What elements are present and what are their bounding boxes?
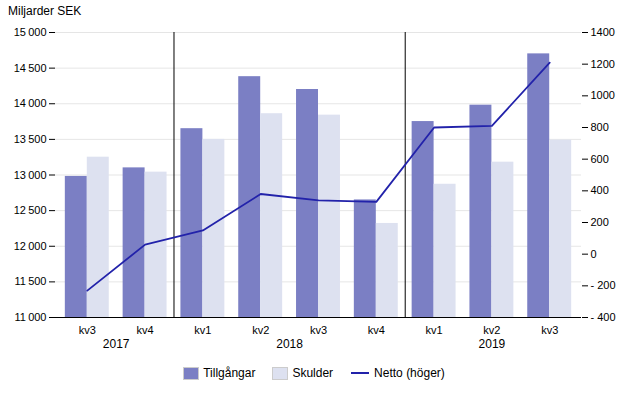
- svg-text:400: 400: [591, 184, 609, 196]
- svg-text:12 500: 12 500: [14, 204, 47, 216]
- svg-text:0: 0: [591, 248, 597, 260]
- svg-text:1400: 1400: [591, 26, 615, 38]
- svg-text:13 000: 13 000: [14, 169, 47, 181]
- svg-text:- 200: - 200: [591, 279, 616, 291]
- svg-text:kv3: kv3: [541, 324, 558, 336]
- svg-text:14 500: 14 500: [14, 62, 47, 74]
- svg-text:800: 800: [591, 121, 609, 133]
- svg-text:kv1: kv1: [194, 324, 211, 336]
- svg-text:kv4: kv4: [368, 324, 385, 336]
- svg-text:2018: 2018: [276, 337, 303, 351]
- html-text:Tillgångar: Tillgångar: [203, 366, 256, 380]
- svg-text:kv2: kv2: [483, 324, 500, 336]
- svg-text:15 000: 15 000: [14, 26, 47, 38]
- svg-text:11 500: 11 500: [15, 275, 47, 287]
- svg-text:14 000: 14 000: [14, 97, 47, 109]
- svg-text:kv3: kv3: [310, 324, 327, 336]
- svg-text:kv3: kv3: [79, 324, 96, 336]
- svg-text:13 500: 13 500: [14, 133, 47, 145]
- html-text:Miljarder SEK: Miljarder SEK: [8, 4, 82, 18]
- svg-text:- 400: - 400: [591, 311, 616, 323]
- svg-text:kv1: kv1: [426, 324, 443, 336]
- svg-text:12 000: 12 000: [14, 240, 47, 252]
- html-text:Skulder: Skulder: [292, 366, 334, 380]
- svg-text:1200: 1200: [591, 58, 615, 70]
- svg-text:kv4: kv4: [137, 324, 154, 336]
- svg-text:2019: 2019: [479, 337, 506, 351]
- svg-text:2017: 2017: [103, 337, 130, 351]
- svg-text:kv2: kv2: [252, 324, 269, 336]
- svg-text:200: 200: [591, 216, 609, 228]
- svg-text:11 000: 11 000: [15, 311, 47, 323]
- svg-text:1000: 1000: [591, 89, 615, 101]
- svg-text:600: 600: [591, 153, 609, 165]
- html-text:Netto (höger): Netto (höger): [374, 366, 445, 380]
